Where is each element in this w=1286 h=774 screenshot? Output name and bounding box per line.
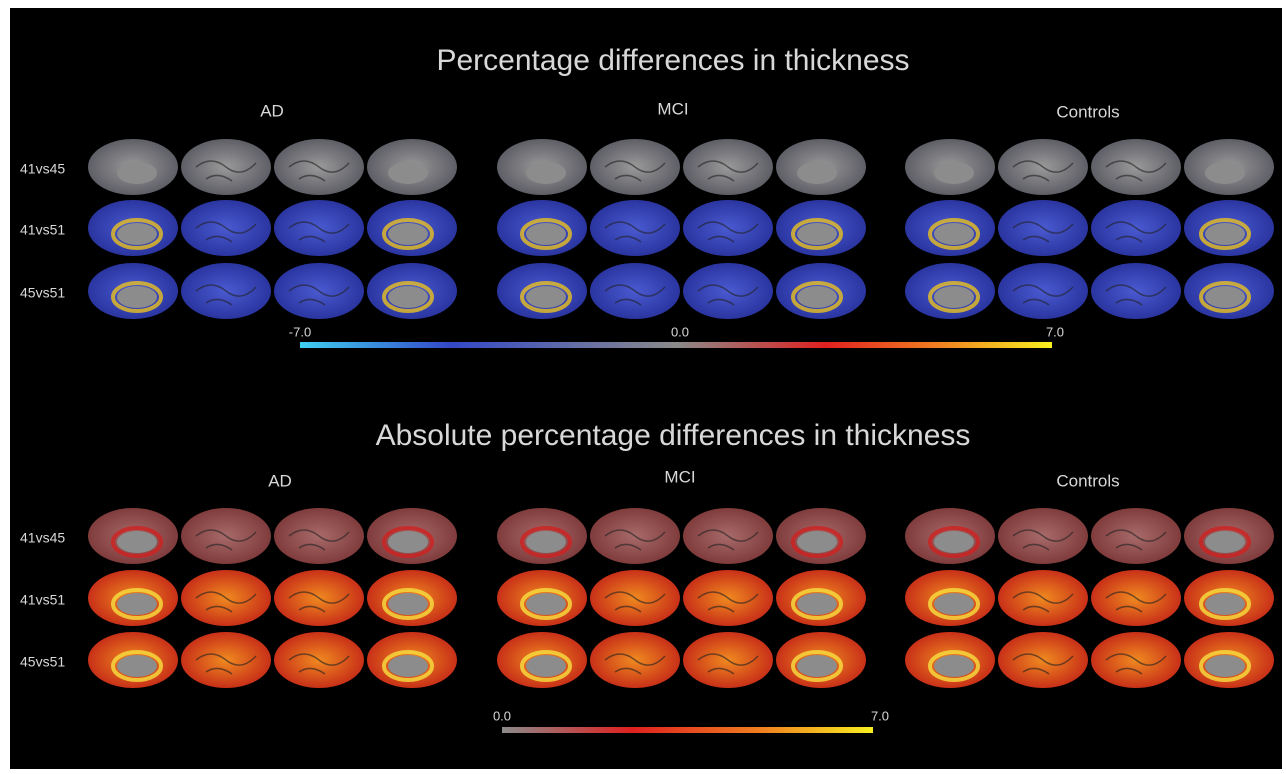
colorbar xyxy=(300,342,1052,348)
brain-medial xyxy=(526,593,566,615)
brain-medial xyxy=(526,223,566,245)
group-label: Controls xyxy=(1056,471,1119,490)
brain-medial xyxy=(388,593,428,615)
brain-medial xyxy=(1205,223,1245,245)
brain-medial xyxy=(388,286,428,308)
brain-medial xyxy=(934,223,974,245)
brain-medial xyxy=(797,223,837,245)
colorbar xyxy=(502,727,873,733)
brain-medial xyxy=(1205,593,1245,615)
brain-medial xyxy=(388,162,428,184)
brain-medial xyxy=(797,162,837,184)
panel-title: Percentage differences in thickness xyxy=(436,44,909,77)
row-label: 45vs51 xyxy=(20,654,65,670)
brain-medial xyxy=(934,655,974,677)
brain-medial xyxy=(117,286,157,308)
panel-title: Absolute percentage differences in thick… xyxy=(376,419,971,452)
brain-medial xyxy=(934,286,974,308)
colorbar-label: 7.0 xyxy=(1046,324,1064,339)
row-label: 41vs51 xyxy=(20,592,65,608)
group-label: Controls xyxy=(1056,102,1119,121)
colorbar-label: 0.0 xyxy=(493,708,511,723)
brain-medial xyxy=(797,286,837,308)
colorbar-label: 7.0 xyxy=(871,708,889,723)
brain-medial xyxy=(117,162,157,184)
group-label: AD xyxy=(260,101,284,120)
row-label: 41vs45 xyxy=(20,530,65,546)
row-label: 45vs51 xyxy=(20,285,65,301)
brain-medial xyxy=(1205,286,1245,308)
colorbar-label: 0.0 xyxy=(671,324,689,339)
row-label: 41vs45 xyxy=(20,161,65,177)
brain-medial xyxy=(526,286,566,308)
brain-medial xyxy=(934,593,974,615)
brain-medial xyxy=(797,593,837,615)
brain-medial xyxy=(526,531,566,553)
brain-medial xyxy=(117,593,157,615)
group-label: MCI xyxy=(657,99,688,118)
brain-medial xyxy=(934,531,974,553)
brain-medial xyxy=(526,162,566,184)
brain-medial xyxy=(526,655,566,677)
brain-medial xyxy=(388,531,428,553)
brain-medial xyxy=(1205,655,1245,677)
figure: Percentage differences in thickness AD MCI… xyxy=(0,0,1286,769)
group-label: MCI xyxy=(664,467,695,486)
brain-medial xyxy=(1205,162,1245,184)
group-label: AD xyxy=(268,471,292,490)
page: Percentage differences in thickness AD MCI… xyxy=(0,0,1286,774)
brain-medial xyxy=(797,655,837,677)
brain-medial xyxy=(117,655,157,677)
brain-medial xyxy=(117,531,157,553)
row-label: 41vs51 xyxy=(20,222,65,238)
colorbar-label: -7.0 xyxy=(289,324,311,339)
brain-medial xyxy=(1205,531,1245,553)
brain-medial xyxy=(117,223,157,245)
brain-medial xyxy=(934,162,974,184)
brain-medial xyxy=(797,531,837,553)
brain-medial xyxy=(388,223,428,245)
brain-medial xyxy=(388,655,428,677)
